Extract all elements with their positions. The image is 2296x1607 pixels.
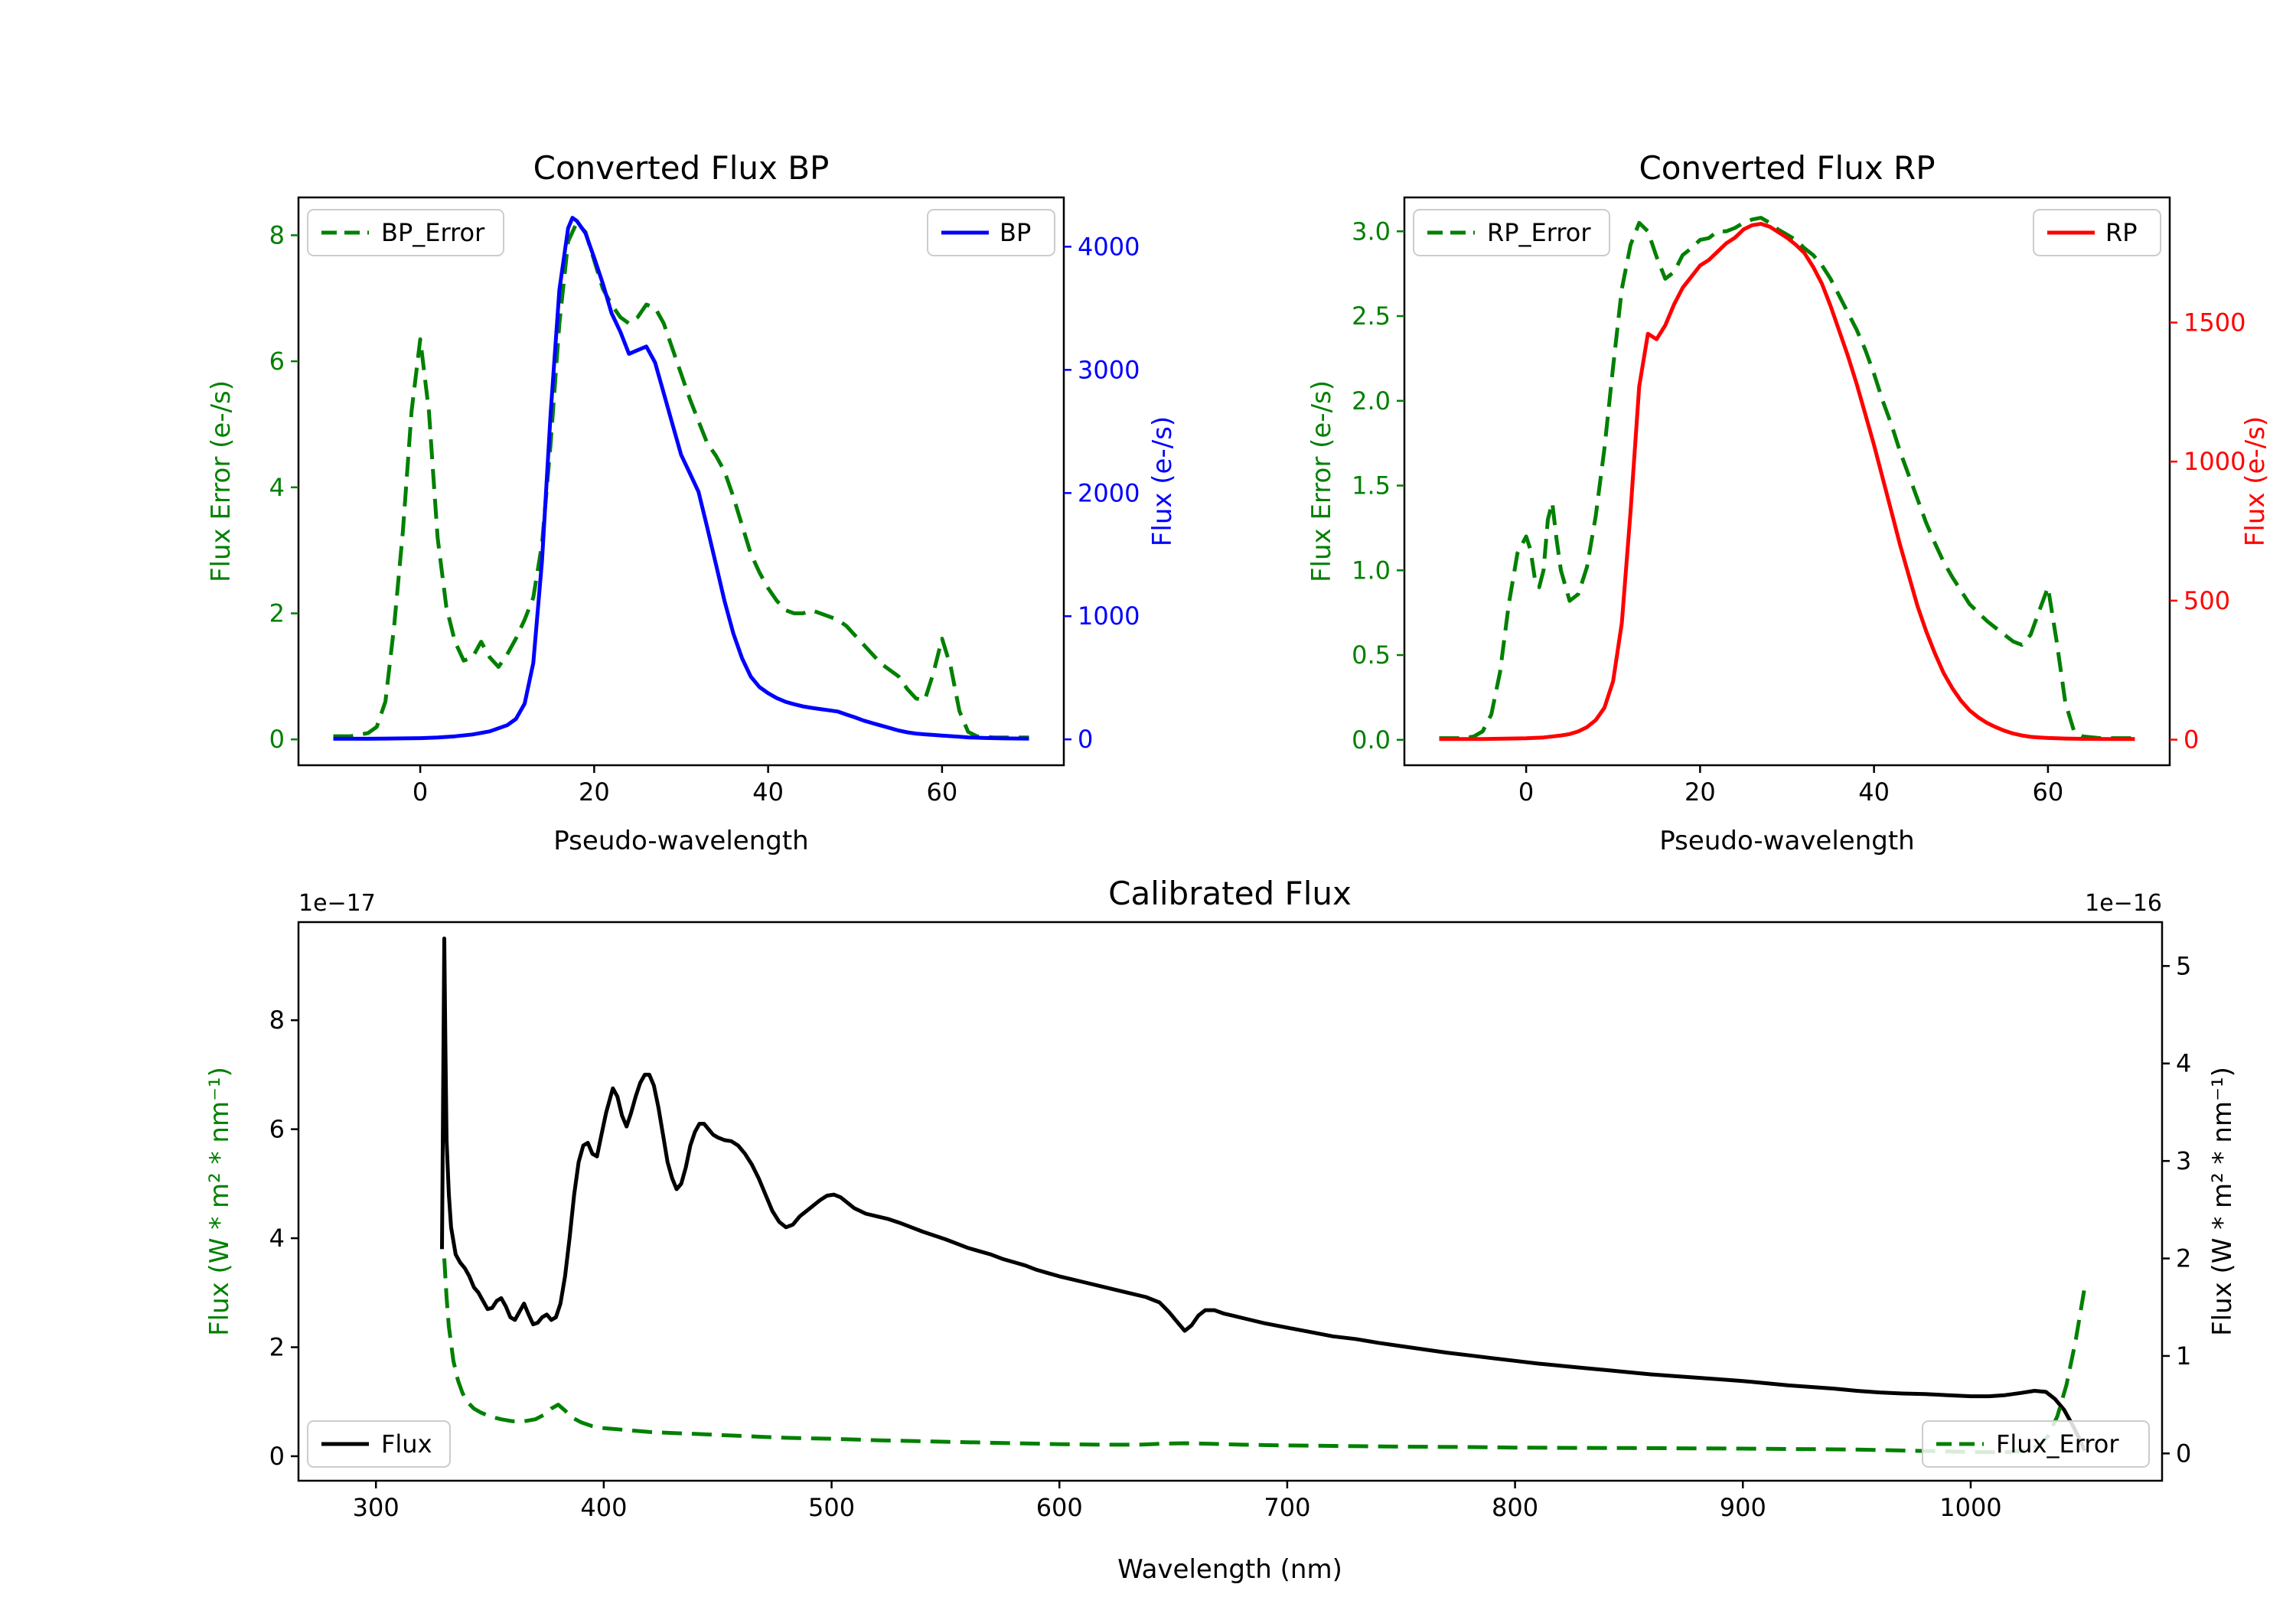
right-tick-label: 1 bbox=[2176, 1341, 2191, 1371]
left-tick-label: 1.0 bbox=[1352, 556, 1391, 585]
cal-plot-area: 300 400 500 600 700 800 900 1000 0 2 4 6 8 0 1 2 3 4 5 bbox=[269, 921, 2191, 1522]
series-RP bbox=[1439, 222, 2135, 742]
bp-xaxis-label: Pseudo-wavelength bbox=[553, 826, 808, 856]
left-tick-label: 4 bbox=[269, 473, 285, 502]
left-tick-label: 0 bbox=[269, 1442, 285, 1471]
right-tick-label: 1000 bbox=[1078, 601, 1140, 631]
x-tick-label: 0 bbox=[1518, 777, 1534, 807]
left-tick-label: 8 bbox=[269, 220, 285, 249]
cal-xaxis-label: Wavelength (nm) bbox=[1117, 1554, 1342, 1585]
left-tick-label: 2 bbox=[269, 1333, 285, 1362]
x-tick-label: 40 bbox=[752, 777, 784, 807]
cal-left-offset-text: 1e−17 bbox=[298, 890, 376, 917]
legend-box bbox=[927, 209, 1055, 256]
series-RP_Error bbox=[1439, 216, 2135, 741]
left-tick-label: 0.5 bbox=[1352, 641, 1391, 670]
right-tick-label: 500 bbox=[2183, 586, 2230, 615]
right-tick-label: 1000 bbox=[2183, 447, 2245, 476]
x-tick-label: 20 bbox=[579, 777, 610, 807]
rp-legend-main: RP bbox=[2033, 209, 2161, 256]
rp-xaxis-label: Pseudo-wavelength bbox=[1659, 826, 1914, 856]
right-tick-label: 2 bbox=[2176, 1244, 2191, 1273]
legend-box bbox=[307, 209, 504, 256]
rp-right-axis-label: Flux (e-/s) bbox=[2240, 416, 2271, 546]
subplot-converted-flux-bp: 0 20 40 60 0 2 4 6 8 0 1000 2000 3000 4000 Converted … bbox=[206, 149, 1178, 856]
right-tick-label: 4 bbox=[2176, 1049, 2191, 1078]
cal-left-axis-label: Flux (W * m² * nm⁻¹) bbox=[204, 1067, 235, 1336]
rp-title: Converted Flux RP bbox=[1639, 149, 1935, 187]
bp-plot-area: 0 20 40 60 0 2 4 6 8 0 1000 2000 3000 4000 bbox=[269, 196, 1140, 807]
legend-label: BP_Error bbox=[381, 218, 485, 247]
right-tick-label: 0 bbox=[2183, 725, 2199, 755]
x-tick-label: 900 bbox=[1720, 1493, 1766, 1522]
left-tick-label: 2.0 bbox=[1352, 386, 1391, 416]
left-tick-label: 8 bbox=[269, 1006, 285, 1035]
x-tick-label: 400 bbox=[580, 1493, 627, 1522]
left-tick-label: 3.0 bbox=[1352, 217, 1391, 246]
axes-frame bbox=[1403, 196, 2171, 767]
cal-title: Calibrated Flux bbox=[1108, 875, 1352, 912]
left-tick-label: 2 bbox=[269, 599, 285, 628]
cal-right-offset-text: 1e−16 bbox=[2085, 890, 2162, 917]
legend-label: BP bbox=[1000, 218, 1031, 247]
left-tick-label: 2.5 bbox=[1352, 302, 1391, 331]
x-tick-label: 40 bbox=[1858, 777, 1890, 807]
right-tick-label: 0 bbox=[1078, 725, 1093, 754]
left-tick-label: 0 bbox=[269, 725, 285, 754]
bp-legend-error: BP_Error bbox=[307, 209, 504, 256]
x-tick-label: 800 bbox=[1492, 1493, 1538, 1522]
legend-box bbox=[1413, 209, 1610, 256]
subplot-converted-flux-rp: 0 20 40 60 0.0 0.5 1.0 1.5 2.0 2.5 3.0 0 500 1000 1500… bbox=[1306, 149, 2271, 856]
bp-legend-main: BP bbox=[927, 209, 1055, 256]
right-tick-label: 3 bbox=[2176, 1146, 2191, 1175]
legend-box bbox=[307, 1420, 451, 1468]
right-tick-label: 4000 bbox=[1078, 232, 1140, 261]
x-tick-label: 60 bbox=[2033, 777, 2064, 807]
left-tick-label: 6 bbox=[269, 1115, 285, 1144]
axes-frame bbox=[297, 921, 2164, 1482]
x-tick-label: 500 bbox=[808, 1493, 855, 1522]
right-tick-label: 0 bbox=[2176, 1439, 2191, 1468]
x-tick-label: 20 bbox=[1684, 777, 1716, 807]
rp-legend-error: RP_Error bbox=[1413, 209, 1610, 256]
left-tick-label: 1.5 bbox=[1352, 471, 1391, 500]
axes-frame bbox=[297, 196, 1065, 767]
left-tick-label: 0.0 bbox=[1352, 725, 1391, 755]
right-tick-label: 3000 bbox=[1078, 355, 1140, 384]
cal-right-axis-label: Flux (W * m² * nm⁻¹) bbox=[2207, 1067, 2238, 1336]
right-tick-label: 1500 bbox=[2183, 308, 2245, 337]
left-tick-label: 6 bbox=[269, 347, 285, 376]
legend-box bbox=[2033, 209, 2161, 256]
bp-left-axis-label: Flux Error (e-/s) bbox=[206, 380, 236, 582]
series-BP bbox=[333, 216, 1029, 741]
series-Flux bbox=[440, 936, 2087, 1452]
rp-left-axis-label: Flux Error (e-/s) bbox=[1306, 380, 1337, 582]
rp-plot-area: 0 20 40 60 0.0 0.5 1.0 1.5 2.0 2.5 3.0 0 500 1000 1500 bbox=[1352, 196, 2245, 807]
legend-label: Flux bbox=[381, 1429, 432, 1459]
cal-legend-flux-error: Flux_Error bbox=[1922, 1420, 2150, 1468]
cal-legend-flux: Flux bbox=[307, 1420, 451, 1468]
bp-right-axis-label: Flux (e-/s) bbox=[1147, 416, 1178, 546]
series-BP_Error bbox=[333, 220, 1029, 740]
x-tick-label: 60 bbox=[927, 777, 958, 807]
x-tick-label: 700 bbox=[1264, 1493, 1310, 1522]
subplot-calibrated-flux: 300 400 500 600 700 800 900 1000 0 2 4 6 8 0 1 2 3 4 5 Cal… bbox=[204, 875, 2238, 1585]
legend-label: RP bbox=[2105, 218, 2138, 247]
legend-box bbox=[1922, 1420, 2150, 1468]
x-tick-label: 300 bbox=[353, 1493, 400, 1522]
bp-title: Converted Flux BP bbox=[533, 149, 830, 187]
x-tick-label: 600 bbox=[1036, 1493, 1083, 1522]
x-tick-label: 0 bbox=[413, 777, 428, 807]
legend-label: RP_Error bbox=[1487, 218, 1591, 247]
right-tick-label: 5 bbox=[2176, 951, 2191, 980]
x-tick-label: 1000 bbox=[1939, 1493, 2001, 1522]
legend-label: Flux_Error bbox=[1996, 1429, 2119, 1459]
left-tick-label: 4 bbox=[269, 1224, 285, 1253]
series-Flux_Error bbox=[442, 1258, 2087, 1455]
right-tick-label: 2000 bbox=[1078, 478, 1140, 507]
